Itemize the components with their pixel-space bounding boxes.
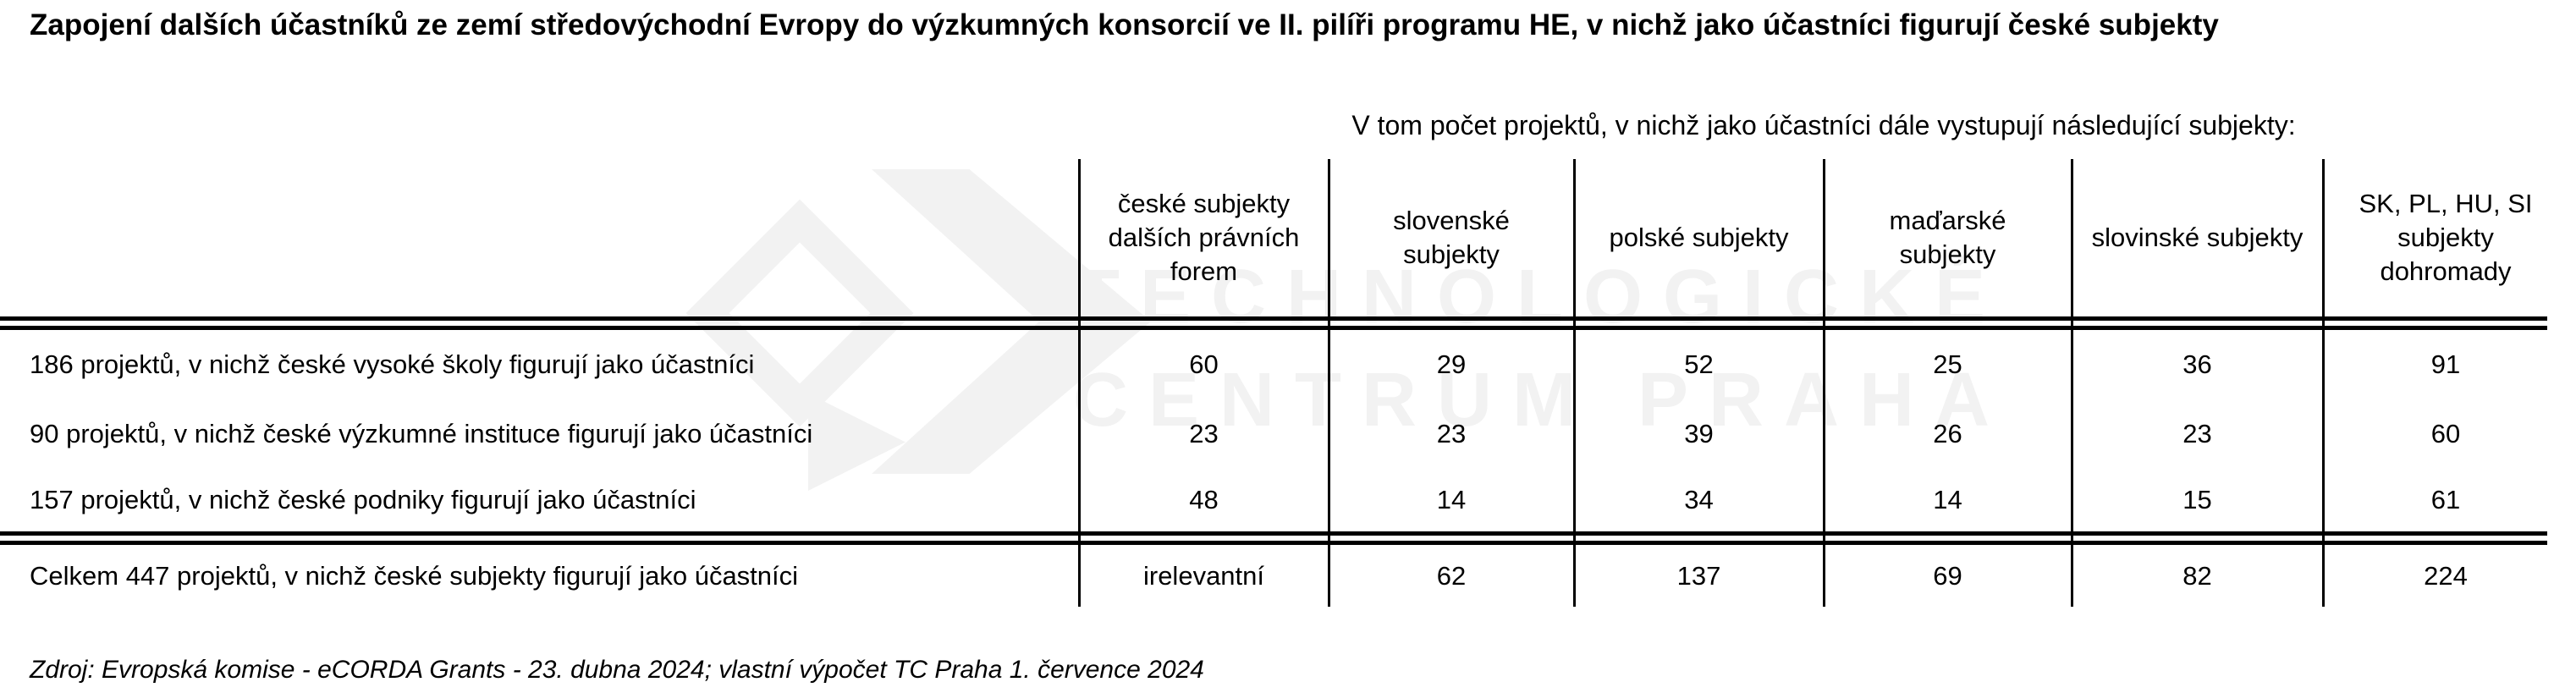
cell-value: 34 (1684, 485, 1714, 514)
cell-value: 52 (1684, 349, 1714, 379)
column-header: slovenské subjekty (1393, 206, 1510, 269)
row-label: 90 projektů, v nichž české výzkumné inst… (30, 419, 813, 448)
cell-value: 91 (2430, 349, 2461, 379)
watermark-text-line1: TECHNOLOGICKÉ (1073, 255, 2006, 339)
table-row: 157 projektů, v nichž české podniky figu… (0, 469, 2568, 531)
watermark-text-line2: CENTRUM PRAHA (1073, 358, 2010, 443)
table-vline-1 (1078, 159, 1081, 607)
cell-value: 82 (2182, 560, 2212, 591)
column-header: české subjekty dalších právních forem (1108, 189, 1300, 286)
column-header: SK, PL, HU, SI subjekty dohromady (2359, 189, 2533, 286)
cell-value: 29 (1436, 349, 1467, 379)
table-row: 186 projektů, v nichž české vysoké školy… (0, 330, 2568, 399)
cell-value: irelevantní (1142, 560, 1265, 591)
cell-value: 25 (1933, 349, 1962, 379)
table-vline-3 (1573, 159, 1576, 607)
table-vline-5 (2071, 159, 2073, 607)
table-total-row: Celkem 447 projektů, v nichž české subje… (0, 547, 2568, 605)
cell-value: 36 (2182, 349, 2212, 379)
cell-value: 14 (1933, 485, 1962, 514)
cell-value: 23 (2182, 419, 2212, 448)
table-vline-6 (2322, 159, 2325, 607)
column-header: maďarské subjekty (1889, 206, 2006, 269)
cell-value: 23 (1436, 419, 1467, 448)
double-rule-header (0, 316, 2547, 330)
cell-value: 60 (1189, 349, 1219, 379)
cell-value: 60 (2430, 419, 2461, 448)
page-title: Zapojení dalších účastníků ze zemí střed… (30, 8, 2219, 41)
table-row: 90 projektů, v nichž české výzkumné inst… (0, 399, 2568, 469)
header-empty-cell (0, 159, 1079, 316)
double-rule-total (0, 531, 2547, 545)
table-vline-2 (1328, 159, 1330, 607)
table-vline-4 (1823, 159, 1825, 607)
row-label: 186 projektů, v nichž české vysoké školy… (30, 349, 755, 379)
cell-value: 23 (1189, 419, 1219, 448)
row-label: 157 projektů, v nichž české podniky figu… (30, 485, 696, 514)
cell-value: 69 (1933, 560, 1962, 591)
source-citation: Zdroj: Evropská komise - eCORDA Grants -… (30, 656, 1204, 684)
cell-value: 15 (2182, 485, 2212, 514)
cell-value: 62 (1436, 560, 1467, 591)
total-row-label: Celkem 447 projektů, v nichž české subje… (30, 560, 799, 591)
cell-value: 26 (1933, 419, 1962, 448)
column-header: slovinské subjekty (2091, 223, 2304, 252)
table-subtitle: V tom počet projektů, v nichž jako účast… (1351, 110, 2296, 140)
cell-value: 137 (1676, 560, 1721, 591)
cell-value: 14 (1436, 485, 1467, 514)
cell-value: 61 (2430, 485, 2461, 514)
column-header: polské subjekty (1609, 223, 1789, 252)
cell-value: 39 (1684, 419, 1714, 448)
cell-value: 48 (1189, 485, 1219, 514)
table-header-row: české subjekty dalších právních forem sl… (0, 159, 2568, 316)
cell-value: 224 (2424, 560, 2468, 591)
